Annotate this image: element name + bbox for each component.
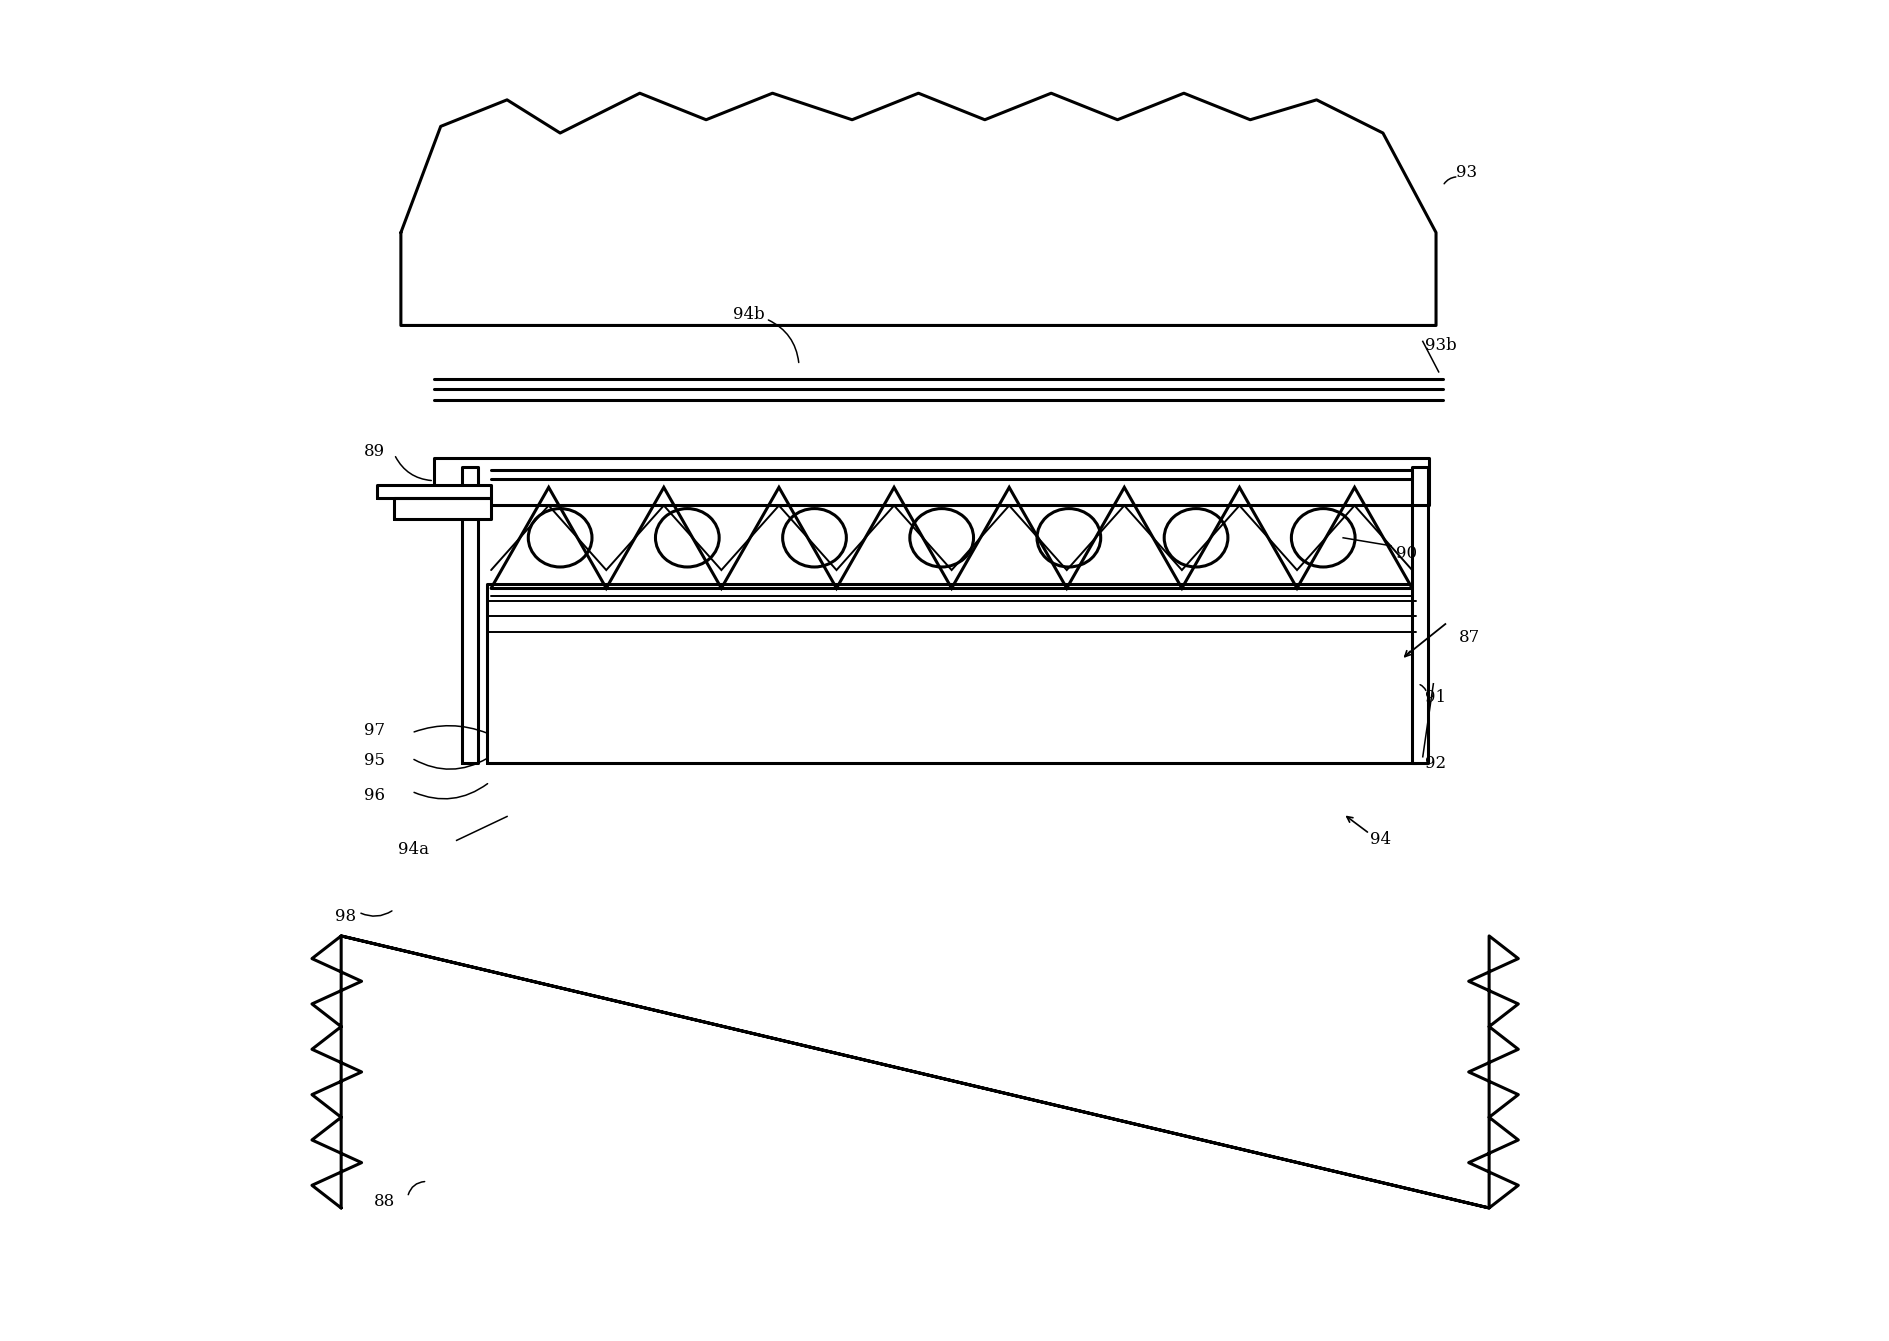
Text: 94b: 94b (733, 306, 763, 323)
Ellipse shape (1290, 508, 1354, 567)
Polygon shape (395, 498, 491, 519)
Text: 93b: 93b (1424, 337, 1456, 354)
Ellipse shape (1164, 508, 1228, 567)
Ellipse shape (655, 508, 720, 567)
Text: 93: 93 (1455, 165, 1477, 181)
Polygon shape (376, 484, 491, 498)
Text: 87: 87 (1458, 629, 1479, 646)
Text: 97: 97 (363, 721, 385, 739)
Text: 96: 96 (363, 787, 385, 803)
Text: 98: 98 (334, 908, 355, 924)
Text: 88: 88 (374, 1193, 395, 1210)
Ellipse shape (909, 508, 973, 567)
Polygon shape (461, 468, 478, 763)
Text: 91: 91 (1424, 688, 1445, 705)
Ellipse shape (782, 508, 846, 567)
Text: 94a: 94a (399, 841, 429, 858)
Polygon shape (400, 94, 1436, 326)
Polygon shape (434, 459, 1428, 504)
Ellipse shape (529, 508, 591, 567)
Text: 92: 92 (1424, 755, 1445, 772)
Ellipse shape (1037, 508, 1099, 567)
Text: 95: 95 (363, 752, 385, 770)
Polygon shape (1411, 468, 1428, 763)
Text: 94: 94 (1370, 830, 1390, 848)
Polygon shape (312, 936, 1517, 1208)
Polygon shape (487, 585, 1415, 763)
Text: 89: 89 (363, 443, 385, 460)
Text: 90: 90 (1396, 546, 1417, 562)
